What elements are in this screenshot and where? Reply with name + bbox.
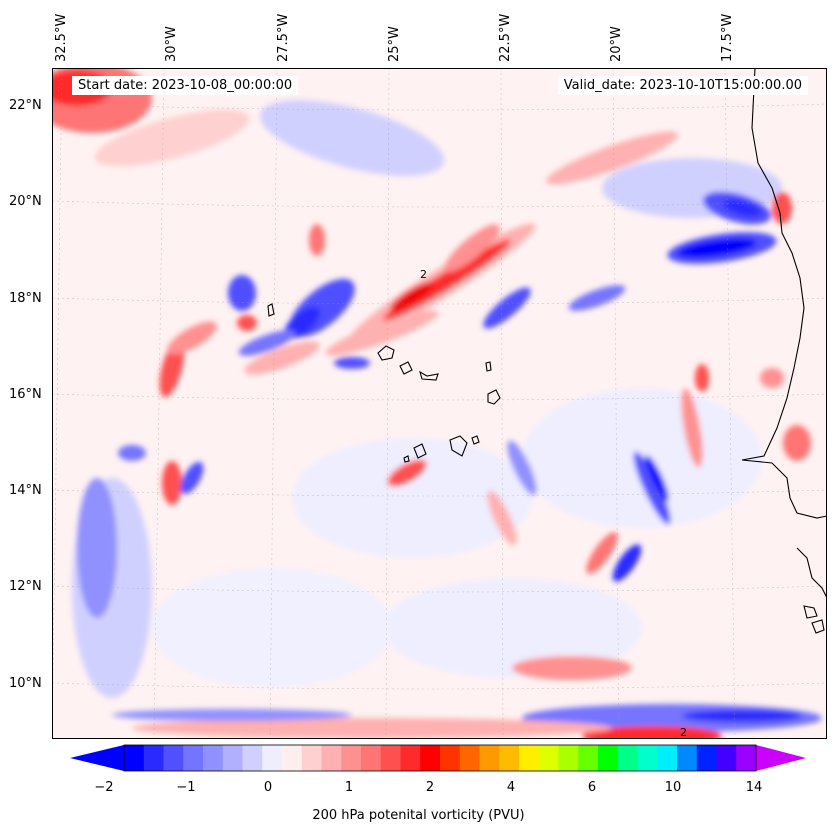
lon-label-30w: 30°W <box>164 26 179 62</box>
valid-date-label: Valid_date: 2023-10-10T15:00:00.00 <box>557 76 808 95</box>
colorbar-swatch <box>637 745 658 771</box>
lat-label-22n: 22°N <box>9 98 42 113</box>
colorbar-swatch <box>301 745 322 771</box>
cb-tick-5: 4 <box>506 780 516 795</box>
lon-label-20w: 20°W <box>609 26 624 62</box>
colorbar-frame <box>123 744 757 772</box>
colorbar-swatch <box>459 745 480 771</box>
colorbar-swatch <box>222 745 243 771</box>
cb-tick-2: 0 <box>263 780 273 795</box>
colorbar-swatch <box>716 745 737 771</box>
bijagos-islands <box>803 605 825 634</box>
colorbar-swatch <box>479 745 500 771</box>
colorbar-swatch <box>519 745 540 771</box>
colorbar-swatch <box>321 745 342 771</box>
african-coast <box>741 68 827 519</box>
gridlines <box>52 68 827 739</box>
pv-contours <box>52 68 822 739</box>
colorbar-swatch <box>617 745 638 771</box>
coastlines <box>267 68 827 634</box>
contour-label-lower: 2 <box>680 726 687 739</box>
cape-verde-island-7 <box>413 443 427 459</box>
colorbar-swatch <box>143 745 164 771</box>
lat-label-12n: 12°N <box>9 579 42 594</box>
lon-label-27-5w: 27.5°W <box>276 13 291 62</box>
lat-label-20n: 20°N <box>9 194 42 209</box>
colorbar-swatch <box>736 745 757 771</box>
lon-label-25w: 25°W <box>387 26 402 62</box>
cape-verde-island-1 <box>377 345 395 361</box>
colorbar-title: 200 hPa potenital vorticity (PVU) <box>312 808 525 823</box>
start-date-label: Start date: 2023-10-08_00:00:00 <box>72 76 299 95</box>
cape-verde-island-2 <box>399 361 413 375</box>
colorbar-swatch <box>578 745 599 771</box>
colorbar-swatch <box>420 745 441 771</box>
lat-label-16n: 16°N <box>9 387 42 402</box>
cape-verde-island-9 <box>471 435 480 445</box>
colorbar-swatch <box>380 745 401 771</box>
colorbar-swatch <box>598 745 619 771</box>
small-island-nw <box>267 303 275 317</box>
lat-label-10n: 10°N <box>9 676 42 691</box>
colorbar-swatches <box>124 745 757 771</box>
colorbar-swatch <box>499 745 520 771</box>
colorbar-swatch <box>696 745 717 771</box>
lon-label-32-5w: 32.5°W <box>54 13 69 62</box>
colorbar-swatch <box>538 745 559 771</box>
colorbar-swatch <box>282 745 303 771</box>
colorbar-over-arrow <box>756 745 806 771</box>
colorbar-swatch <box>242 745 263 771</box>
colorbar-swatch <box>163 745 184 771</box>
cb-tick-8: 14 <box>745 780 763 795</box>
colorbar-swatch <box>440 745 461 771</box>
colorbar <box>70 744 806 772</box>
cape-verde-island-6 <box>449 435 468 457</box>
colorbar-swatch <box>203 745 224 771</box>
colorbar-swatch <box>361 745 382 771</box>
colorbar-swatch <box>183 745 204 771</box>
contour-label-upper: 2 <box>420 268 427 281</box>
colorbar-swatch <box>124 745 145 771</box>
lon-label-22-5w: 22.5°W <box>498 13 513 62</box>
colorbar-swatch <box>677 745 698 771</box>
map-frame <box>52 68 827 739</box>
colorbar-under-arrow <box>70 745 124 771</box>
cape-verde-island-3 <box>419 370 439 381</box>
cb-tick-4: 2 <box>425 780 435 795</box>
pv-map: 2 2 <box>52 68 827 739</box>
cape-verde-island-4 <box>485 361 492 372</box>
african-coast-south <box>796 547 827 599</box>
cb-tick-1: −1 <box>176 780 196 795</box>
colorbar-swatch <box>341 745 362 771</box>
lat-label-14n: 14°N <box>9 483 42 498</box>
cape-verde-island-5 <box>487 389 501 405</box>
lat-label-18n: 18°N <box>9 291 42 306</box>
colorbar-swatch <box>558 745 579 771</box>
cb-tick-3: 1 <box>344 780 354 795</box>
colorbar-swatch <box>262 745 283 771</box>
colorbar-swatch <box>657 745 678 771</box>
colorbar-swatch <box>400 745 421 771</box>
cb-tick-7: 10 <box>664 780 682 795</box>
lon-label-17-5w: 17.5°W <box>720 13 735 62</box>
cb-tick-6: 6 <box>587 780 597 795</box>
cape-verde-island-8 <box>403 455 410 463</box>
cb-tick-0: −2 <box>94 780 114 795</box>
